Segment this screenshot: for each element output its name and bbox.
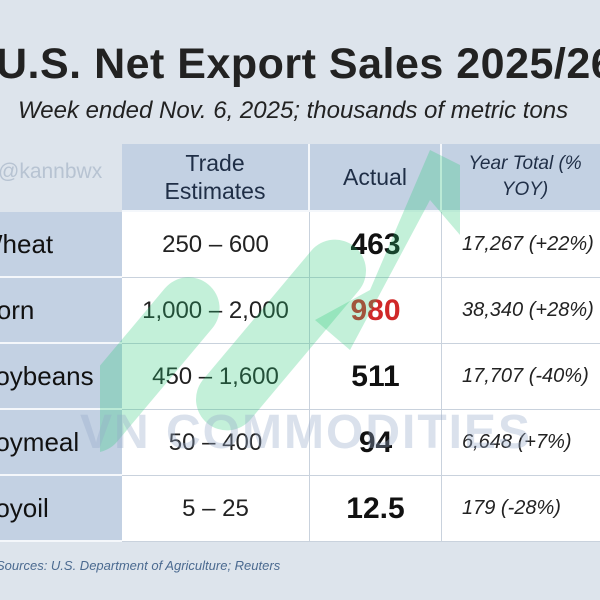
- trade-estimate-cell: 1,000 – 2,000: [122, 278, 310, 344]
- source-note: Sources: U.S. Department of Agriculture;…: [0, 558, 281, 573]
- row-label: Wheat: [0, 212, 122, 278]
- year-total-cell: 38,340 (+28%): [442, 278, 600, 344]
- watermark-text: VN COMMODITIES: [80, 406, 533, 459]
- year-total-cell: 17,707 (-40%): [442, 344, 600, 410]
- header-actual: Actual: [310, 144, 442, 212]
- chart-title: U.S. Net Export Sales 2025/26: [0, 40, 600, 88]
- header-year-total: Year Total (% YOY): [442, 144, 600, 212]
- trade-estimate-cell: 50 – 400: [122, 410, 310, 476]
- trade-estimate-cell: 5 – 25: [122, 476, 310, 542]
- trade-estimate-cell: 450 – 1,600: [122, 344, 310, 410]
- row-label: Soyoil: [0, 476, 122, 542]
- actual-value-cell: 94: [310, 410, 442, 476]
- header-trade-estimates: Trade Estimates: [122, 144, 310, 212]
- row-label: Soybeans: [0, 344, 122, 410]
- actual-value-cell: 511: [310, 344, 442, 410]
- actual-value-cell: 12.5: [310, 476, 442, 542]
- row-label: Soymeal: [0, 410, 122, 476]
- header-corner: [0, 144, 132, 212]
- chart-subtitle: Week ended Nov. 6, 2025; thousands of me…: [18, 97, 569, 124]
- actual-value-cell: 980: [310, 278, 442, 344]
- year-total-cell: 17,267 (+22%): [442, 212, 600, 278]
- export-sales-table: Trade Estimates Actual Year Total (% YOY…: [0, 144, 600, 542]
- author-handle: @kannbwx: [0, 160, 103, 183]
- year-total-cell: 179 (-28%): [442, 476, 600, 542]
- trade-estimate-cell: 250 – 600: [122, 212, 310, 278]
- year-total-cell: 6,648 (+7%): [442, 410, 600, 476]
- row-label: Corn: [0, 278, 122, 344]
- actual-value-cell: 463: [310, 212, 442, 278]
